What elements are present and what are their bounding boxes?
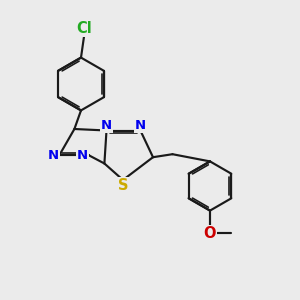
Text: N: N — [101, 118, 112, 132]
Text: N: N — [48, 148, 59, 162]
Text: N: N — [135, 118, 146, 132]
Text: N: N — [77, 148, 88, 162]
Text: Cl: Cl — [76, 21, 92, 36]
Text: O: O — [204, 226, 216, 241]
Text: S: S — [118, 178, 129, 193]
